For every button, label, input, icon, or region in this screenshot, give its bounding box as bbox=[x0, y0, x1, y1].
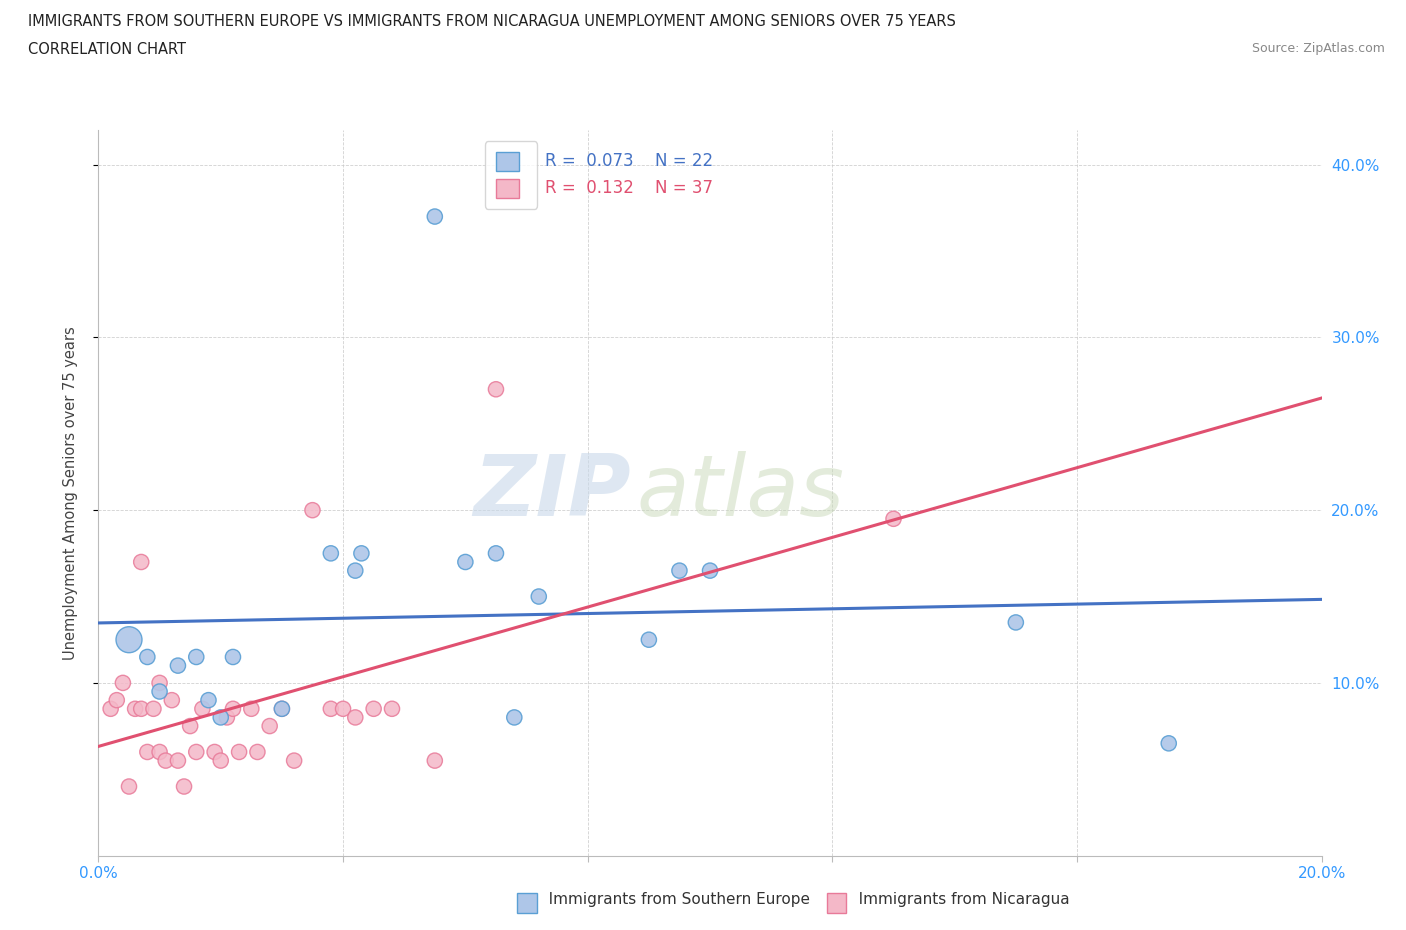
Point bbox=[454, 554, 477, 569]
Point bbox=[111, 675, 134, 690]
Text: Immigrants from Nicaragua: Immigrants from Nicaragua bbox=[844, 892, 1069, 907]
Legend: , : , bbox=[485, 141, 537, 208]
Point bbox=[668, 564, 690, 578]
Point bbox=[270, 701, 292, 716]
Point bbox=[485, 382, 508, 397]
Point bbox=[332, 701, 354, 716]
Point bbox=[1004, 615, 1026, 630]
Point bbox=[637, 632, 661, 647]
Point bbox=[283, 753, 305, 768]
Point bbox=[118, 779, 141, 794]
Text: atlas: atlas bbox=[637, 451, 845, 535]
Text: N = 22: N = 22 bbox=[655, 153, 713, 170]
Point bbox=[149, 684, 172, 699]
Point bbox=[173, 779, 195, 794]
Point bbox=[228, 745, 250, 760]
Point bbox=[240, 701, 263, 716]
Text: Source: ZipAtlas.com: Source: ZipAtlas.com bbox=[1251, 42, 1385, 55]
Point bbox=[105, 693, 128, 708]
Point bbox=[344, 710, 367, 724]
Point bbox=[363, 701, 385, 716]
Point bbox=[100, 701, 122, 716]
Point bbox=[167, 658, 190, 673]
Point bbox=[344, 564, 367, 578]
Text: CORRELATION CHART: CORRELATION CHART bbox=[28, 42, 186, 57]
Point bbox=[485, 546, 508, 561]
Point bbox=[883, 512, 905, 526]
Point bbox=[222, 701, 245, 716]
Point bbox=[118, 632, 141, 647]
Point bbox=[149, 745, 172, 760]
Point bbox=[179, 719, 201, 734]
Point bbox=[209, 753, 232, 768]
Point bbox=[259, 719, 281, 734]
Text: IMMIGRANTS FROM SOUTHERN EUROPE VS IMMIGRANTS FROM NICARAGUA UNEMPLOYMENT AMONG : IMMIGRANTS FROM SOUTHERN EUROPE VS IMMIG… bbox=[28, 14, 956, 29]
Point bbox=[149, 675, 172, 690]
Y-axis label: Unemployment Among Seniors over 75 years: Unemployment Among Seniors over 75 years bbox=[63, 326, 77, 659]
Point bbox=[204, 745, 226, 760]
Point bbox=[222, 649, 245, 664]
Text: R =  0.132: R = 0.132 bbox=[546, 179, 634, 197]
Text: Immigrants from Southern Europe: Immigrants from Southern Europe bbox=[534, 892, 810, 907]
Point bbox=[527, 589, 550, 604]
Text: ZIP: ZIP bbox=[472, 451, 630, 535]
Point bbox=[167, 753, 190, 768]
Point bbox=[155, 753, 177, 768]
Point bbox=[197, 693, 219, 708]
Point bbox=[186, 745, 208, 760]
Point bbox=[319, 701, 342, 716]
Text: R =  0.073: R = 0.073 bbox=[546, 153, 634, 170]
Point bbox=[301, 503, 323, 518]
Point bbox=[699, 564, 721, 578]
Point bbox=[191, 701, 214, 716]
Point bbox=[136, 649, 159, 664]
Point bbox=[160, 693, 183, 708]
Point bbox=[246, 745, 269, 760]
Point bbox=[215, 710, 238, 724]
Point bbox=[186, 649, 208, 664]
Point bbox=[136, 745, 159, 760]
Point bbox=[270, 701, 292, 716]
Point bbox=[129, 554, 152, 569]
Point bbox=[142, 701, 165, 716]
Point bbox=[319, 546, 342, 561]
Point bbox=[423, 209, 446, 224]
Point bbox=[209, 710, 232, 724]
Point bbox=[124, 701, 146, 716]
Point bbox=[350, 546, 373, 561]
Point bbox=[381, 701, 404, 716]
Point bbox=[503, 710, 526, 724]
Point bbox=[129, 701, 152, 716]
Point bbox=[1157, 736, 1180, 751]
Text: N = 37: N = 37 bbox=[655, 179, 713, 197]
Point bbox=[423, 753, 446, 768]
